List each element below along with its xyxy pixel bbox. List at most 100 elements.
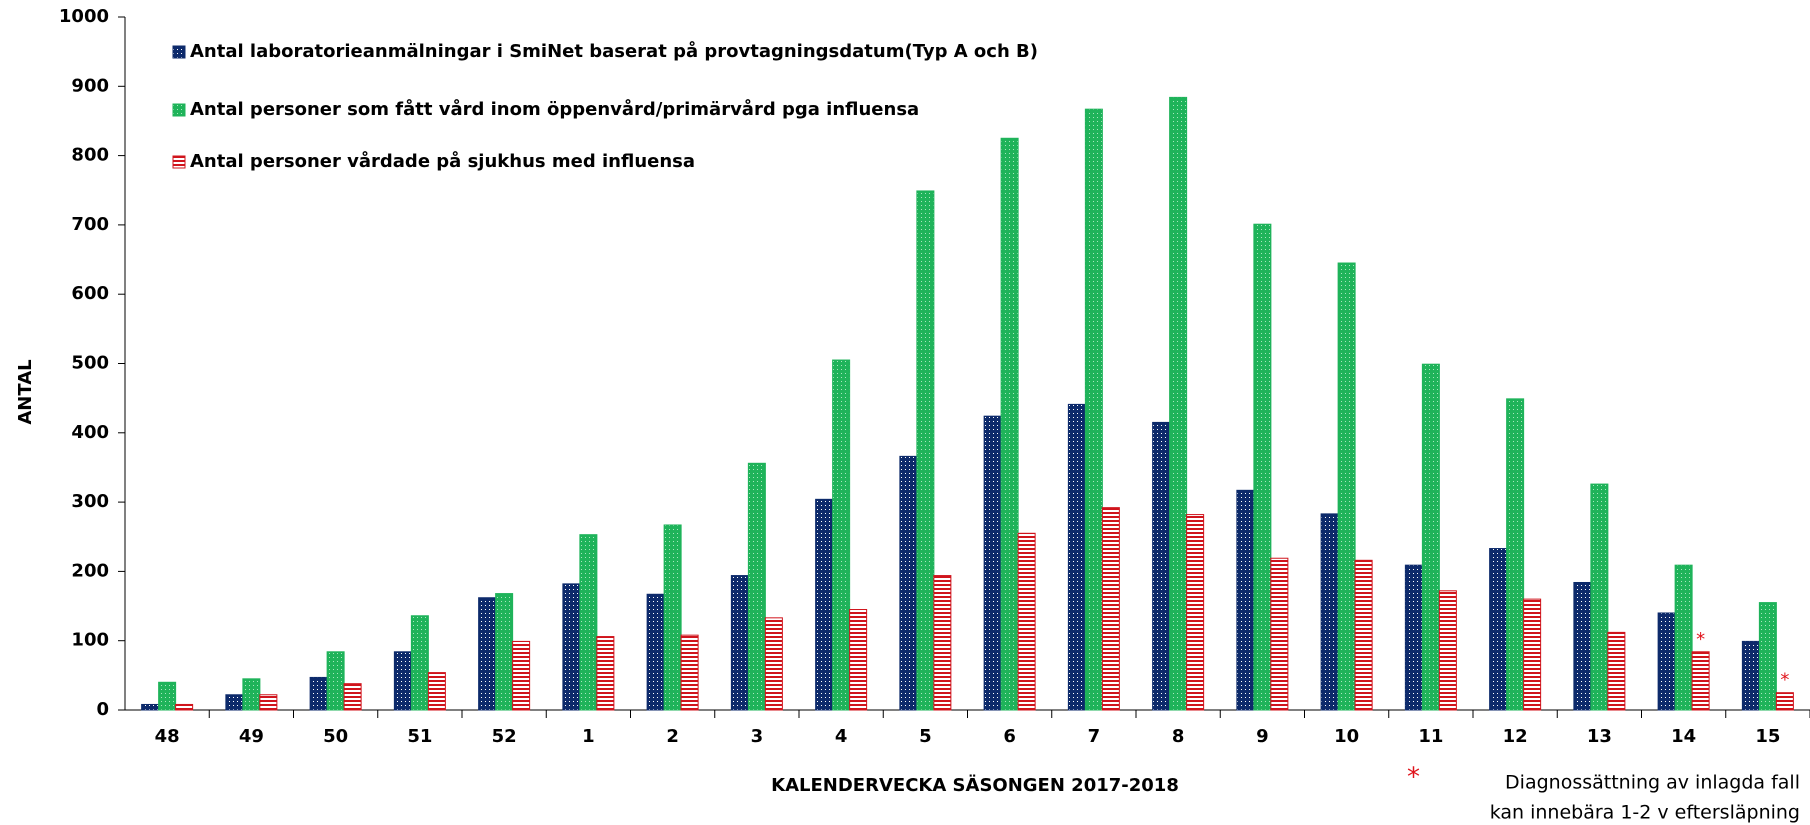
bar — [175, 703, 194, 711]
legend-swatch — [172, 103, 186, 117]
bar — [1101, 507, 1120, 711]
bar — [1000, 137, 1019, 711]
legend-label: Antal personer vårdade på sjukhus med in… — [190, 150, 695, 172]
x-tick-label: 15 — [1755, 726, 1780, 747]
x-tick-label: 8 — [1172, 726, 1185, 747]
bar — [309, 676, 328, 711]
bar — [933, 575, 952, 711]
bar — [916, 190, 935, 711]
y-tick-label: 0 — [96, 699, 109, 720]
y-tick-label: 800 — [71, 145, 109, 166]
bar — [141, 703, 160, 711]
y-tick-label: 600 — [71, 283, 109, 304]
bar — [1337, 262, 1356, 711]
bar — [1741, 640, 1760, 711]
y-tick-label: 400 — [71, 422, 109, 443]
bar — [1506, 398, 1525, 711]
x-tick-label: 51 — [407, 726, 432, 747]
bar — [1320, 513, 1339, 711]
bar — [427, 672, 446, 711]
bar — [1438, 590, 1457, 711]
bar — [747, 462, 766, 711]
y-axis-label: ANTAL — [15, 359, 36, 424]
bar-marker: * — [1780, 670, 1789, 691]
legend-label: Antal laboratorieanmälningar i SmiNet ba… — [190, 40, 1038, 62]
x-tick-label: 52 — [492, 726, 517, 747]
x-tick-label: 13 — [1587, 726, 1612, 747]
bar — [1691, 651, 1710, 711]
footnote: Diagnossättning av inlagda fall — [1505, 772, 1800, 794]
bar — [1404, 564, 1423, 711]
bar — [242, 678, 261, 711]
legend-swatch — [172, 45, 186, 59]
bar — [730, 575, 749, 711]
bar — [1590, 483, 1609, 711]
bar — [815, 498, 834, 711]
bar — [478, 597, 497, 711]
bar — [579, 534, 598, 711]
bar — [1253, 223, 1272, 711]
bar — [663, 524, 682, 711]
x-tick-label: 10 — [1334, 726, 1359, 747]
x-tick-label: 2 — [666, 726, 679, 747]
bar — [1354, 559, 1373, 711]
x-tick-label: 5 — [919, 726, 932, 747]
bar — [1270, 557, 1289, 711]
bar — [1573, 581, 1592, 711]
bar-marker: * — [1696, 629, 1705, 650]
bar — [1152, 421, 1171, 711]
bar — [1523, 598, 1542, 711]
y-tick-label: 700 — [71, 214, 109, 235]
x-tick-label: 6 — [1003, 726, 1016, 747]
bar — [512, 640, 531, 711]
bar — [1236, 489, 1255, 711]
bar — [983, 415, 1002, 711]
x-tick-label: 11 — [1418, 726, 1443, 747]
y-tick-label: 300 — [71, 491, 109, 512]
footnote: kan innebära 1-2 v eftersläpning — [1490, 802, 1800, 824]
bar — [646, 593, 665, 711]
bar — [225, 694, 244, 711]
bar — [596, 636, 615, 711]
bar — [832, 359, 851, 711]
legend-label: Antal personer som fått vård inom öppenv… — [190, 98, 919, 120]
y-tick-label: 200 — [71, 560, 109, 581]
y-tick-label: 1000 — [59, 6, 109, 27]
bar — [1421, 363, 1440, 711]
x-tick-label: 12 — [1503, 726, 1528, 747]
bar — [1607, 631, 1626, 711]
bar — [1758, 602, 1777, 711]
y-tick-label: 500 — [71, 353, 109, 374]
bar — [393, 651, 412, 711]
x-tick-label: 4 — [835, 726, 848, 747]
bar — [326, 651, 345, 711]
x-tick-label: 1 — [582, 726, 595, 747]
bar — [1067, 403, 1086, 711]
bar — [899, 455, 918, 711]
bar — [1775, 692, 1794, 711]
x-tick-label: 49 — [239, 726, 264, 747]
bar — [1169, 96, 1188, 711]
bar — [158, 681, 177, 711]
x-tick-label: 3 — [751, 726, 764, 747]
bar — [1489, 548, 1508, 711]
bar — [1186, 514, 1205, 711]
bar — [410, 615, 429, 711]
bar — [562, 583, 581, 711]
y-tick-label: 900 — [71, 75, 109, 96]
footnote-marker: * — [1407, 763, 1420, 793]
bar — [1674, 564, 1693, 711]
bar — [1657, 612, 1676, 711]
y-tick-label: 100 — [71, 630, 109, 651]
bar — [1084, 108, 1103, 711]
x-tick-label: 48 — [155, 726, 180, 747]
bar — [849, 609, 868, 711]
bar — [259, 694, 278, 711]
x-axis-label: KALENDERVECKA SÄSONGEN 2017-2018 — [771, 774, 1179, 796]
x-tick-label: 9 — [1256, 726, 1269, 747]
bar — [764, 617, 783, 711]
bar — [1017, 532, 1036, 711]
bar — [495, 593, 514, 711]
legend-swatch — [172, 155, 186, 169]
